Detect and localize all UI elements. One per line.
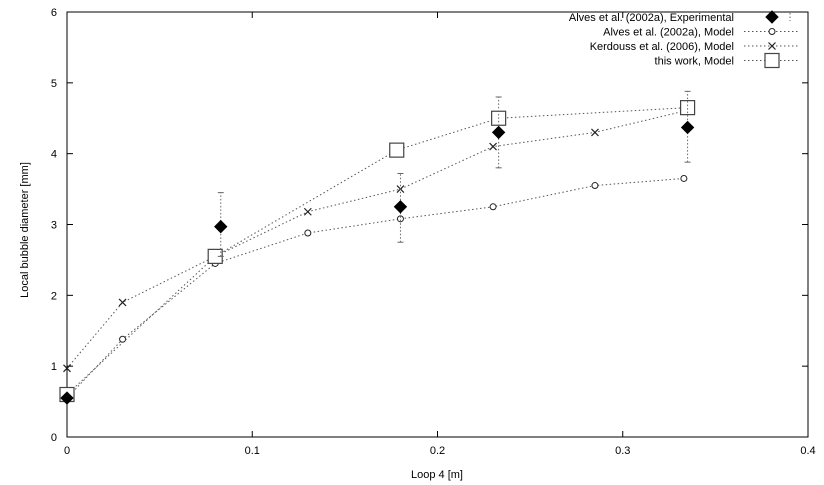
- y-axis-label: Local bubble diameter [mm]: [19, 162, 31, 298]
- y-tick-label: 0: [51, 432, 57, 444]
- data-point: [304, 229, 312, 237]
- series-group: [59, 90, 696, 405]
- x-tick-label: 0.4: [800, 445, 815, 457]
- data-point: [680, 174, 688, 182]
- data-point: [119, 335, 127, 343]
- y-tick-label: 4: [51, 149, 57, 161]
- plot-frame: [66, 11, 809, 438]
- data-point: [591, 182, 599, 190]
- data-point: [214, 219, 228, 234]
- series-line: [66, 107, 688, 395]
- data-point: [680, 120, 695, 135]
- legend-label: Kerdouss et al. (2006), Model: [590, 41, 734, 53]
- y-tick-label: 5: [51, 78, 57, 90]
- series-2: [63, 174, 688, 402]
- y-tick-label: 2: [51, 290, 57, 302]
- data-point: [60, 391, 74, 405]
- series-line: [66, 177, 684, 399]
- x-axis-label: Loop 4 [m]: [411, 469, 463, 481]
- series-4: [59, 100, 696, 403]
- legend-group: Alves et al. (2002a), Experimental Alves …: [569, 10, 800, 69]
- legend-marker: [764, 52, 780, 69]
- data-point: [303, 207, 312, 216]
- legend-label: this work, Model: [655, 56, 734, 68]
- x-tick-label: 0.3: [615, 445, 630, 457]
- y-tick-label: 1: [51, 361, 57, 373]
- x-tick-label: 0: [64, 445, 70, 457]
- series-line: [66, 110, 684, 369]
- data-point: [491, 125, 506, 140]
- legend-label: Alves et al. (2002a), Model: [603, 27, 734, 39]
- data-point: [489, 203, 497, 211]
- x-tick-label: 0.1: [245, 445, 260, 457]
- legend-marker: [768, 28, 776, 35]
- y-tick-label: 3: [51, 220, 57, 232]
- y-tick-label: 6: [51, 7, 57, 19]
- ticks-group: 0 0.1 0.2 0.3 0.4 0 1 2 3 4 5 6: [51, 7, 816, 457]
- series-1: [60, 90, 695, 405]
- series-3: [63, 107, 688, 373]
- data-point: [393, 200, 408, 214]
- data-point: [396, 215, 404, 223]
- data-point: [389, 142, 405, 158]
- data-point: [489, 142, 497, 151]
- data-point: [679, 100, 696, 116]
- legend-marker: [768, 42, 776, 50]
- x-tick-label: 0.2: [430, 445, 445, 457]
- legend-label: Alves et al. (2002a), Experimental: [569, 12, 734, 24]
- data-point: [591, 128, 599, 137]
- data-point: [63, 364, 71, 373]
- plot-frame-group: [66, 11, 809, 438]
- data-point: [118, 298, 127, 307]
- legend-marker: [765, 10, 779, 24]
